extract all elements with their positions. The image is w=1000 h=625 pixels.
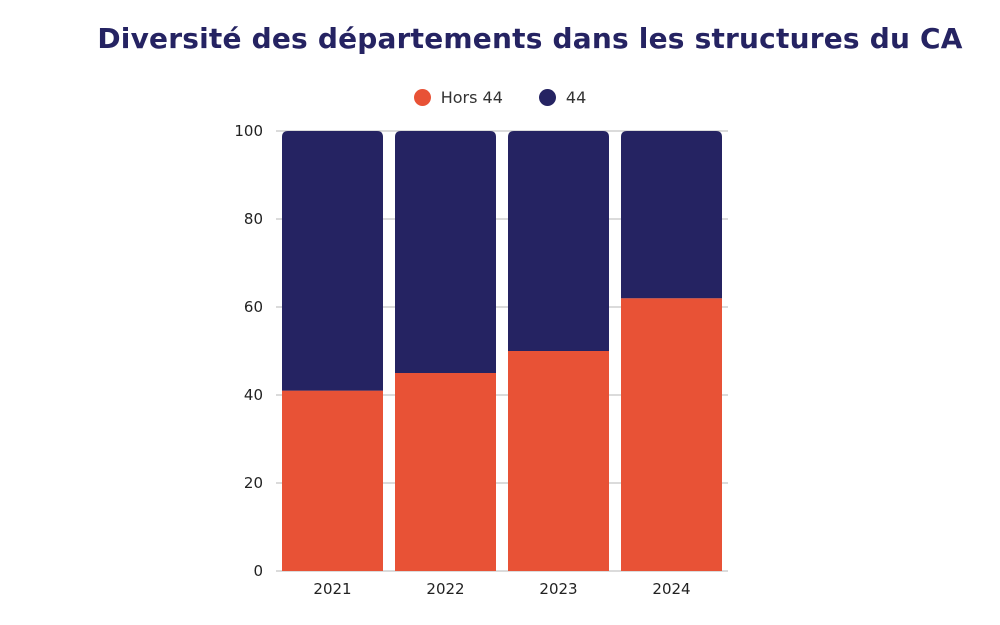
x-tick-label: 2021 bbox=[313, 580, 351, 598]
y-tick-label: 0 bbox=[253, 562, 263, 580]
legend-item-hors-44[interactable]: Hors 44 bbox=[413, 88, 503, 107]
legend-item-44[interactable]: 44 bbox=[538, 88, 587, 107]
y-tick-label: 60 bbox=[244, 298, 263, 316]
y-tick-label: 100 bbox=[234, 122, 263, 140]
legend-swatch-hors-44 bbox=[413, 89, 431, 106]
bar-44-2021 bbox=[282, 131, 383, 391]
bar-hors-44-2021 bbox=[282, 390, 383, 571]
chart-legend: Hors 44 44 bbox=[0, 88, 1000, 107]
x-tick-label: 2023 bbox=[539, 580, 577, 598]
legend-label-44: 44 bbox=[565, 88, 587, 107]
bar-44-2023 bbox=[508, 131, 609, 351]
bar-44-2024 bbox=[621, 131, 722, 299]
bar-hors-44-2022 bbox=[395, 373, 496, 571]
bar-hors-44-2023 bbox=[508, 351, 609, 571]
legend-label-hors-44: Hors 44 bbox=[440, 88, 503, 107]
chart-title: Diversité des départements dans les stru… bbox=[97, 22, 963, 55]
y-tick-label: 20 bbox=[244, 474, 263, 492]
bar-hors-44-2024 bbox=[621, 298, 722, 571]
y-tick-label: 40 bbox=[244, 386, 263, 404]
y-tick-label: 80 bbox=[244, 210, 263, 228]
x-tick-label: 2024 bbox=[652, 580, 690, 598]
x-tick-label: 2022 bbox=[426, 580, 464, 598]
legend-swatch-44 bbox=[538, 89, 556, 106]
bar-44-2022 bbox=[395, 131, 496, 373]
